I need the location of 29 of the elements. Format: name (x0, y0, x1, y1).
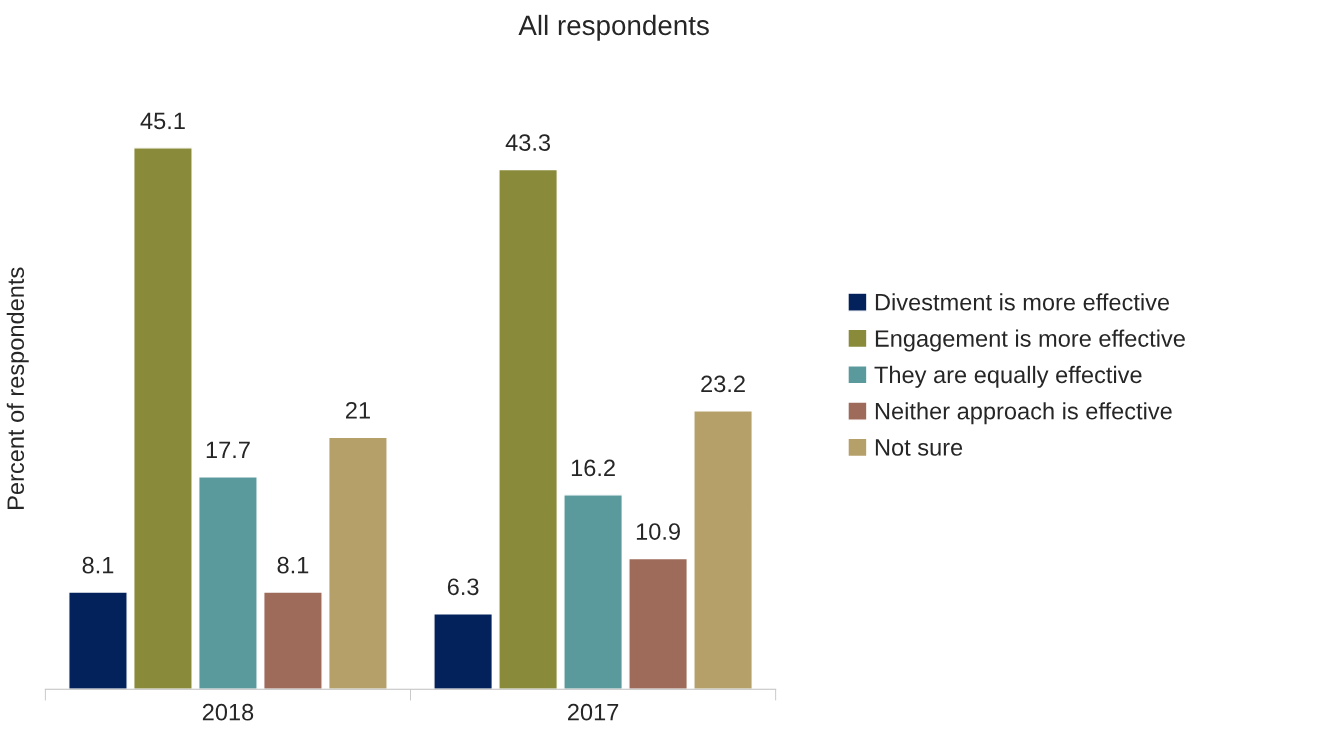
data-label: 21 (345, 401, 370, 419)
bar (563, 494, 623, 690)
data-label: 23.2 (701, 375, 745, 393)
data-label: 16.2 (571, 459, 615, 477)
data-label: 10.9 (636, 523, 680, 540)
data-label: 6.3 (447, 578, 479, 596)
legend-label: They are equally effective (874, 365, 1142, 388)
legend-label: Not sure (875, 439, 963, 456)
bar (328, 436, 388, 690)
bar (198, 476, 258, 690)
x-tick-label: 2018 (202, 703, 254, 721)
bar (628, 557, 688, 690)
chart-title: All respondents (518, 14, 709, 41)
x-tick-label: 2017 (568, 703, 619, 721)
data-label: 17.7 (206, 441, 250, 459)
bar (133, 147, 193, 690)
y-axis-title: Percent of respondents (6, 267, 29, 509)
legend-label: Divestment is more effective (875, 293, 1170, 311)
bar (68, 591, 128, 690)
legend-label: Engagement is more effective (875, 329, 1185, 352)
bar (498, 168, 558, 690)
data-label: 45.1 (140, 112, 185, 130)
bar (433, 612, 493, 690)
bar (263, 591, 323, 690)
bar (693, 410, 753, 690)
data-label: 8.1 (277, 556, 309, 574)
legend-label: Neither approach is effective (875, 402, 1172, 425)
data-label: 43.3 (505, 134, 551, 151)
data-label: 8.1 (82, 556, 114, 574)
